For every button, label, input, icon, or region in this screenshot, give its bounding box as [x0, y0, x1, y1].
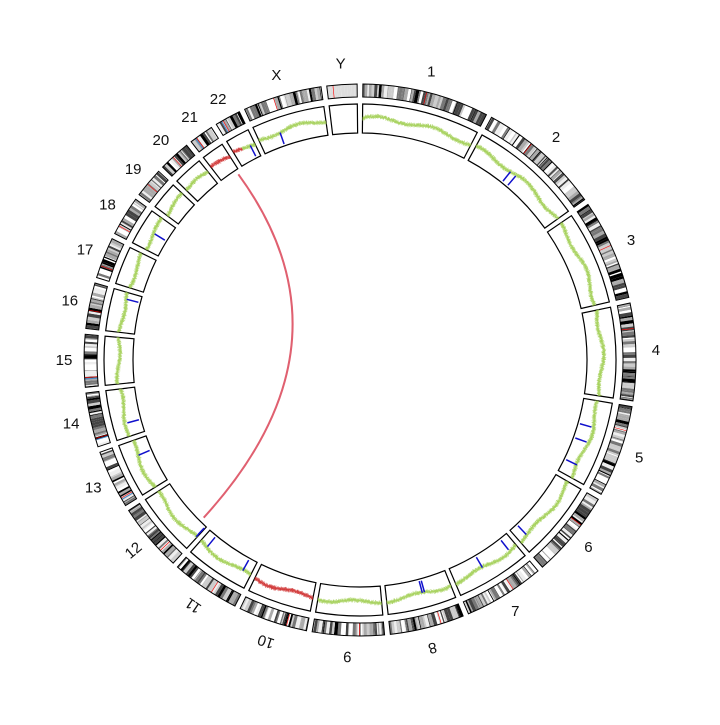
- ideogram-band: [365, 84, 368, 97]
- ideogram-band: [356, 623, 358, 636]
- ideogram-band: [369, 84, 372, 97]
- ideogram-band: [623, 361, 636, 363]
- ideogram-band: [623, 352, 636, 355]
- ideogram-band: [623, 367, 636, 370]
- ideogram-band: [364, 623, 367, 636]
- ideogram-band: [623, 355, 636, 358]
- chromosome-8: 8: [385, 571, 463, 657]
- chromosome-label: 7: [511, 603, 519, 620]
- ideogram-band: [362, 623, 364, 636]
- centromere-mark: [359, 623, 360, 636]
- chromosome-9: 9: [312, 584, 384, 665]
- ideogram-band: [357, 623, 358, 636]
- chromosome-label: 4: [652, 342, 660, 359]
- ideogram-band: [623, 363, 636, 364]
- chromosome-label: 6: [584, 539, 592, 556]
- chromosome-4: 4: [582, 303, 660, 401]
- chromosome-5: 5: [558, 398, 643, 494]
- chromosome-1: 1: [362, 64, 486, 159]
- ideogram-band: [363, 84, 365, 97]
- chromosome-label: 8: [426, 638, 438, 657]
- ideogram-band: [623, 364, 636, 367]
- chromosome-label: 2: [552, 129, 560, 146]
- chromosome-3: 3: [547, 204, 635, 308]
- ideogram-band: [369, 623, 373, 636]
- ideogram-band: [352, 623, 355, 636]
- chromosome-label: 5: [635, 449, 643, 466]
- ideogram-band: [349, 623, 353, 636]
- ideogram-band: [623, 347, 636, 351]
- ideogram-band: [623, 358, 636, 361]
- ideogram-band: [361, 623, 363, 636]
- chromosome-2: 2: [468, 117, 584, 228]
- ideogram-band: [367, 623, 370, 636]
- chromosome-label: 1: [427, 64, 435, 81]
- chromosome-10: 10: [240, 564, 316, 652]
- chromosome-label: 9: [343, 648, 352, 665]
- chromosome-label: 3: [627, 232, 635, 249]
